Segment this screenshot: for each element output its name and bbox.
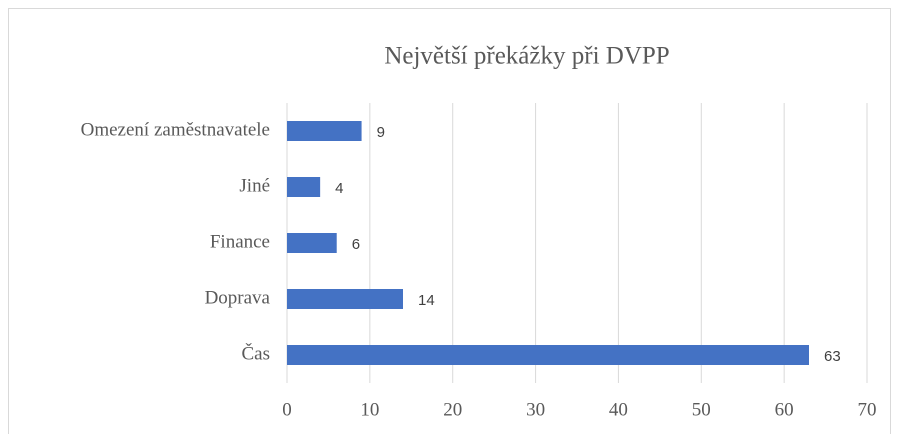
- y-tick-label: Omezení zaměstnavatele: [81, 119, 270, 140]
- x-tick-label: 70: [858, 399, 877, 420]
- x-tick-label: 30: [526, 399, 545, 420]
- x-tick-label: 0: [282, 399, 292, 420]
- bar: [287, 177, 321, 197]
- bar: [287, 289, 403, 309]
- bar: [287, 345, 809, 365]
- bar: [287, 233, 337, 253]
- x-tick-label: 60: [775, 399, 794, 420]
- data-label: 63: [824, 348, 841, 365]
- y-tick-label: Doprava: [205, 287, 271, 308]
- y-tick-label: Finance: [210, 231, 270, 252]
- data-label: 4: [335, 180, 343, 197]
- data-label: 9: [377, 124, 385, 141]
- data-label: 6: [352, 236, 360, 253]
- x-tick-label: 40: [609, 399, 628, 420]
- x-tick-label: 10: [360, 399, 379, 420]
- bar: [287, 121, 362, 141]
- x-tick-label: 20: [443, 399, 462, 420]
- y-tick-label: Čas: [242, 342, 271, 364]
- y-tick-label: Jiné: [239, 175, 270, 196]
- data-label: 14: [418, 292, 435, 309]
- x-tick-label: 50: [692, 399, 711, 420]
- chart-frame: [8, 8, 891, 434]
- chart-title: Největší překážky při DVPP: [384, 43, 669, 70]
